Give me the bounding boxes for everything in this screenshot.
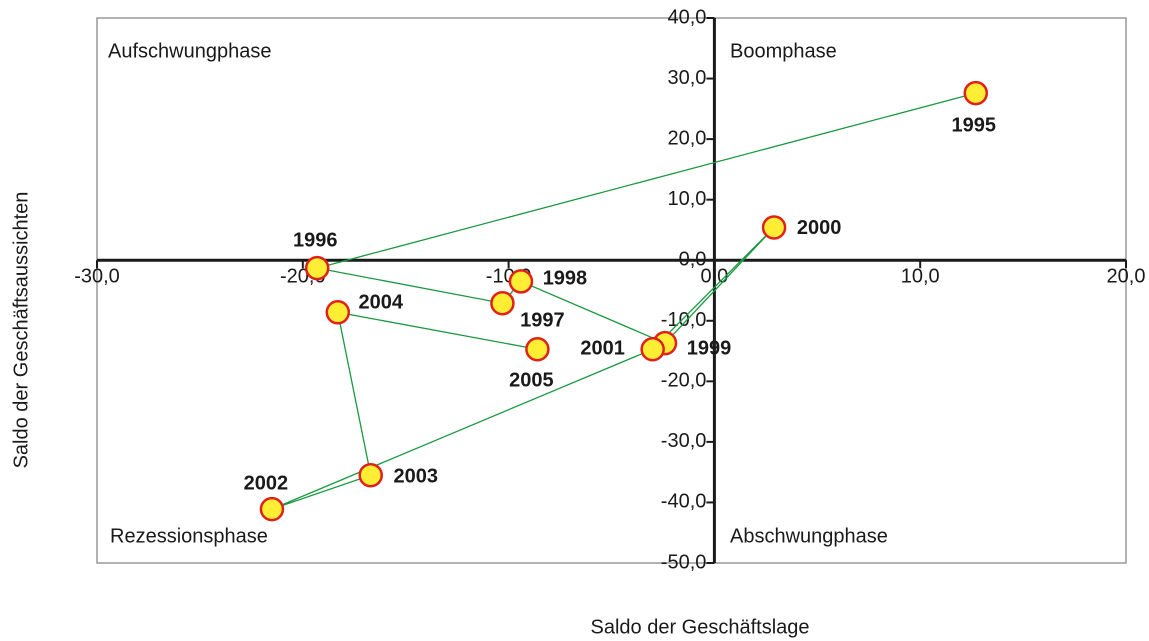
point [490,290,515,316]
point [508,269,534,294]
y-tick-label: -50,0 [661,551,707,573]
x-axis-label: Saldo der Geschäftslage [590,616,809,638]
point [304,255,330,281]
point-label: 1999 [687,337,732,359]
point-label: 2000 [797,217,842,239]
point-label: 2004 [359,292,404,314]
y-tick-label: -40,0 [661,491,707,513]
quadrant-label: Boomphase [730,40,837,62]
y-tick-label: 30,0 [667,67,706,89]
y-tick-label: 20,0 [667,127,706,149]
point [761,215,787,240]
point-label: 1997 [520,309,565,331]
y-tick-label: 0,0 [679,249,707,271]
point-label: 2002 [244,472,289,494]
point-label: 2001 [580,338,625,360]
y-tick-label: -30,0 [661,430,707,452]
quadrant-label: Abschwungphase [730,525,888,547]
quadrant-label: Aufschwungphase [108,40,271,62]
point [525,336,550,362]
plot-area [96,17,1127,564]
x-tick-label: 10,0 [901,266,940,288]
x-tick-label: 20,0 [1107,266,1146,288]
y-tick-label: -20,0 [661,370,707,392]
x-tick-label: 0,0 [700,266,728,288]
point [640,336,665,362]
x-tick-label: -30,0 [74,266,120,288]
y-tick-label: 10,0 [667,188,706,210]
point [963,80,989,106]
y-tick-label: -10,0 [661,309,707,331]
point [325,300,351,325]
point [358,462,383,488]
quadrant-label: Rezessionsphase [110,525,268,547]
y-tick-label: 40,0 [667,6,706,28]
point-label: 1998 [543,268,588,290]
point-label: 1996 [293,229,338,251]
y-axis-label: Saldo der Geschäftsaussichten [10,192,32,469]
point-label: 2003 [393,465,438,487]
point-label: 1995 [952,114,997,136]
point-label: 2005 [509,370,554,392]
point [259,496,285,522]
